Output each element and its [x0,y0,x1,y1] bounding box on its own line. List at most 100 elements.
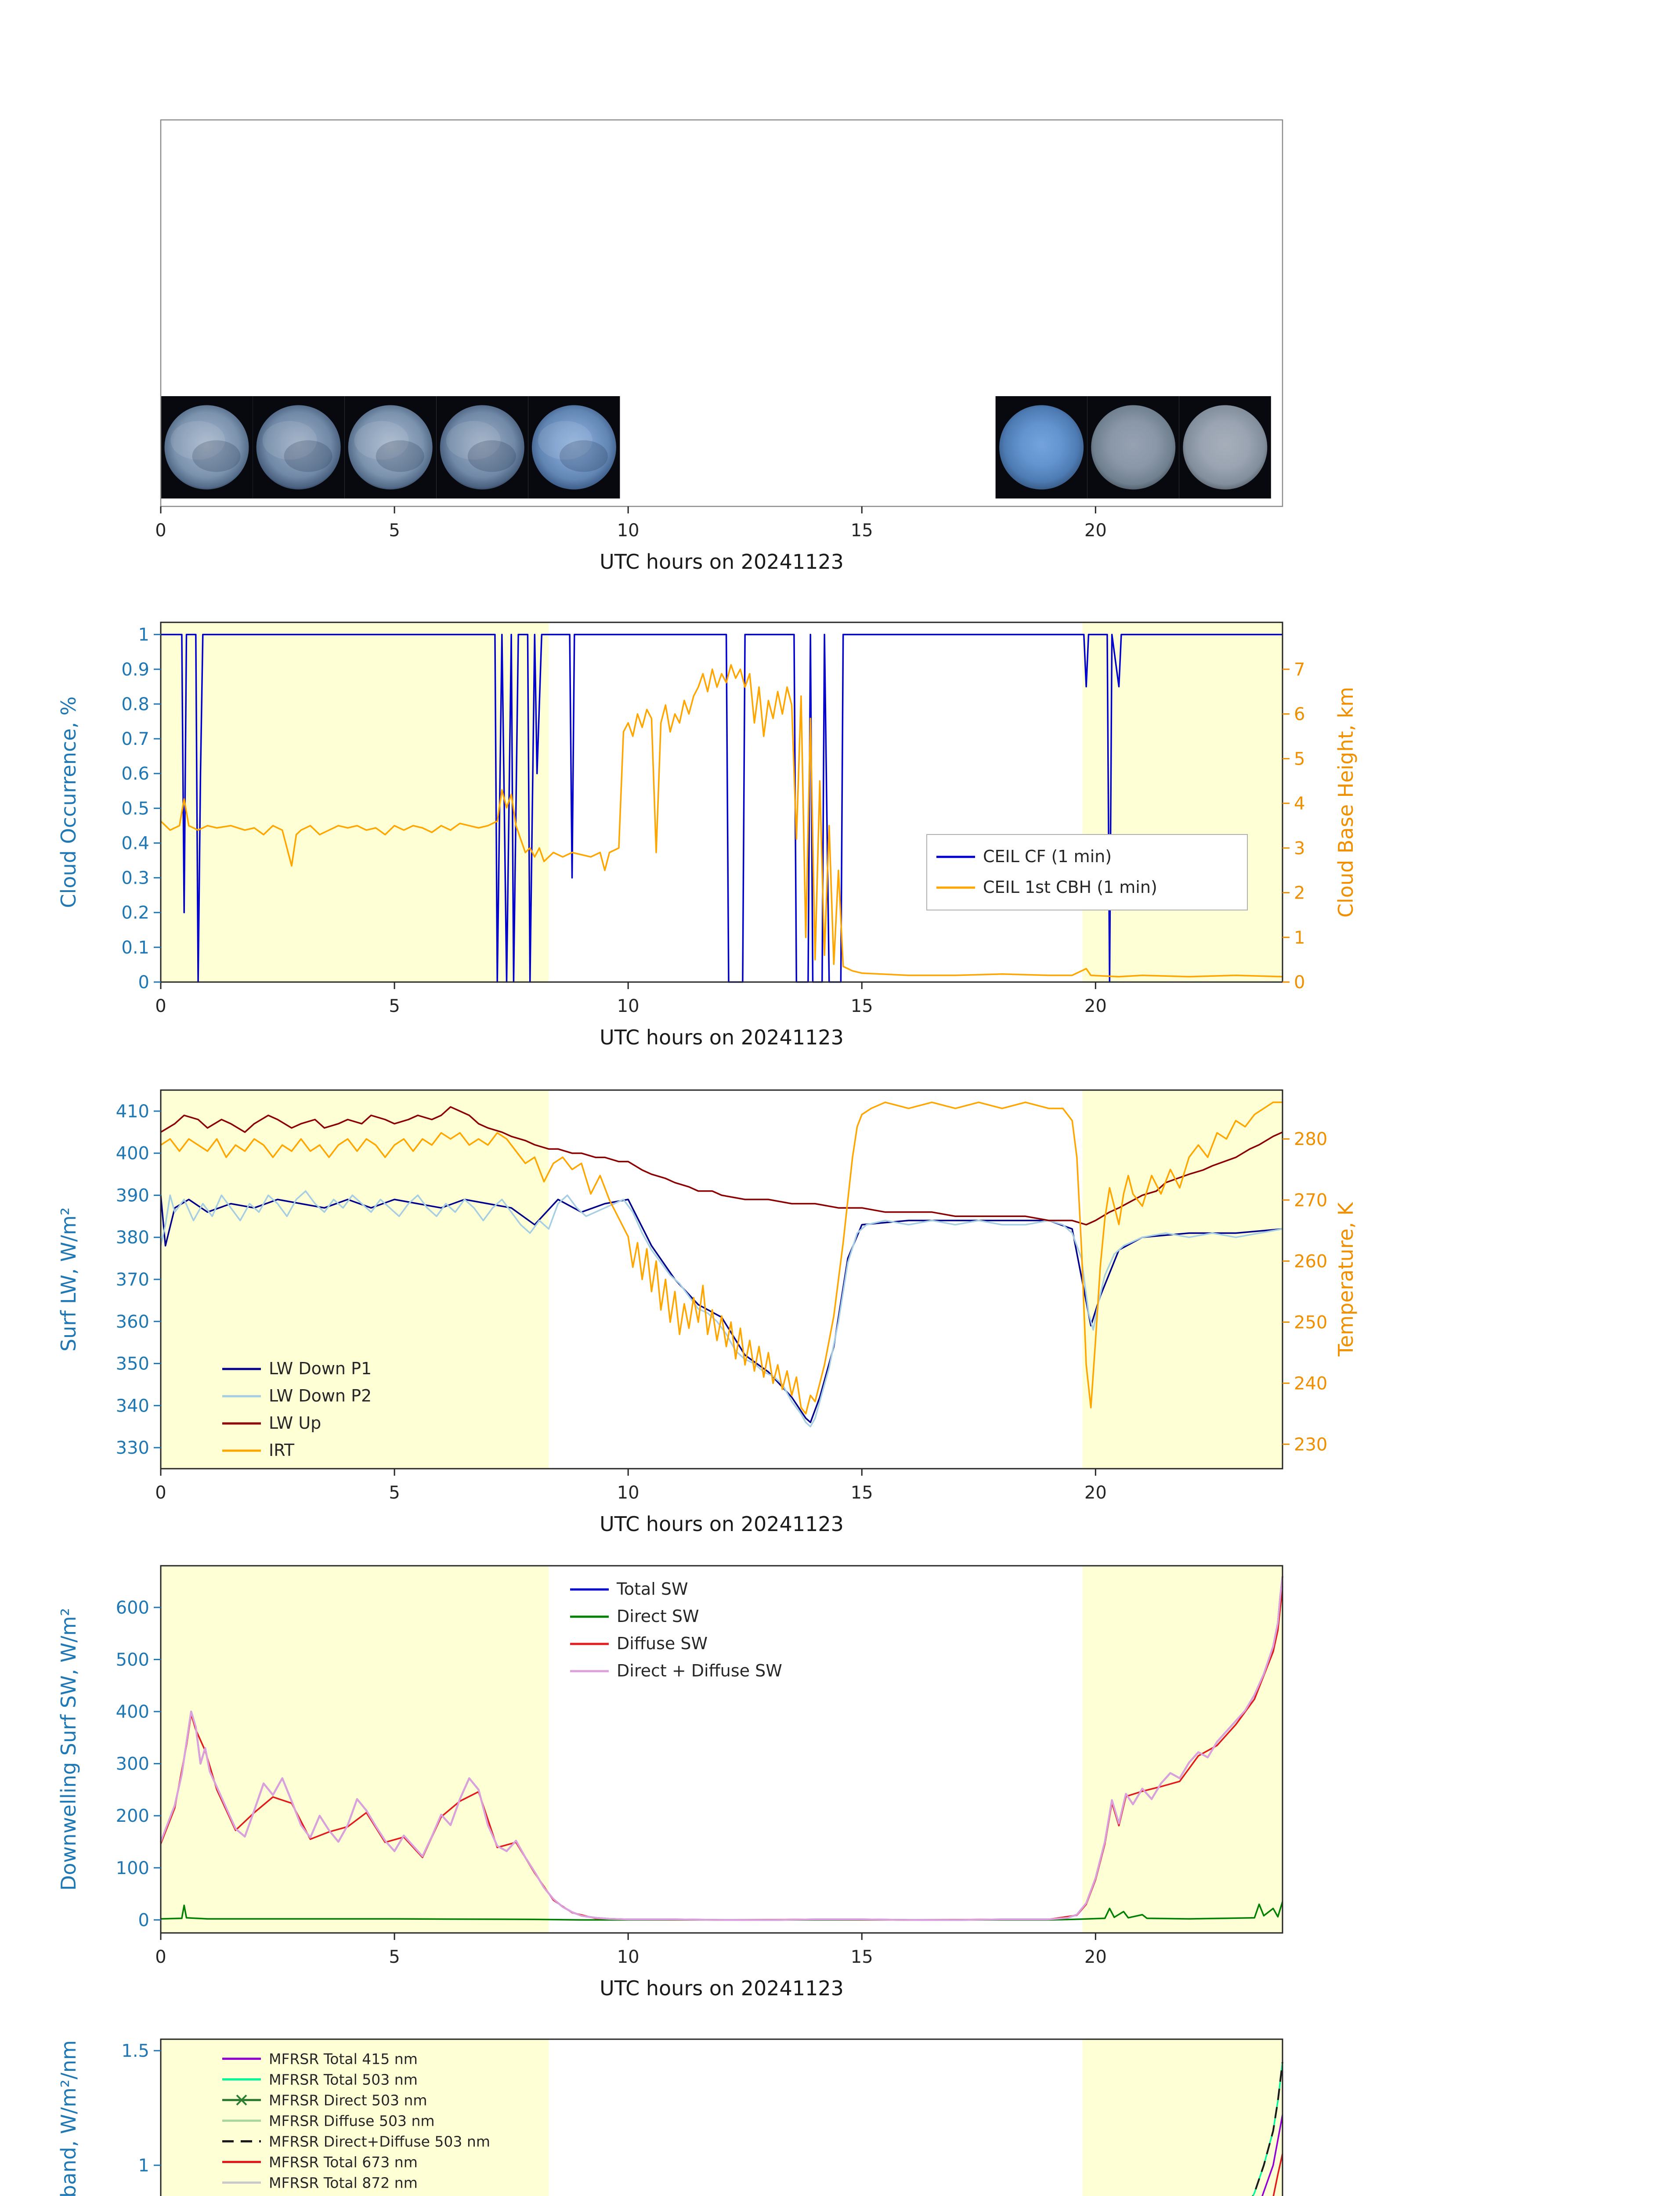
x-tick-label: 10 [617,520,639,541]
legend-label: LW Down P2 [269,1386,372,1405]
y-tick-label: 390 [116,1185,149,1206]
x-tick-label: 5 [389,1947,400,1967]
sky-image-4 [440,405,524,490]
y-tick-label: 200 [116,1806,149,1826]
y2-axis-label: Cloud Base Height, km [1334,687,1358,917]
sky-image-highlight [446,421,501,460]
y-tick-label: 400 [116,1702,149,1722]
chart-panel-sw: 0 5 10 15 20 UTC hours on 20241123 0 100 200 300 4… [57,1565,1283,2000]
x-axis-label: UTC hours on 20241123 [600,1976,844,2000]
sw-legend: Total SW Direct SW Diffuse SW Direct + Diff… [570,1579,782,1680]
sky-image-highlight [170,421,225,460]
legend-label: MFRSR Direct 503 nm [269,2092,427,2109]
series-lw-down-p2 [160,1190,1283,1427]
y-tick-label: 1 [138,2156,149,2176]
sky-image-shadow [559,440,608,472]
x-tick-label: 0 [155,996,166,1016]
lw-legend: LW Down P1 LW Down P2 LW Up IRT [222,1359,372,1460]
legend-label: MFRSR Total 503 nm [269,2071,418,2088]
y2-tick-label: 4 [1294,794,1305,814]
y2-tick-label: 7 [1294,660,1305,680]
y2-tick-label: 230 [1294,1434,1327,1455]
x-tick-label: 0 [155,520,166,541]
y2-tick-label: 5 [1294,749,1305,769]
y-tick-label: 0.2 [121,903,149,923]
x-tick-label: 20 [1084,996,1107,1016]
sky-image-1 [164,405,249,490]
x-tick-label: 5 [389,1483,400,1503]
y2-axis-label: Temperature, K [1334,1202,1358,1357]
legend-label: MFRSR Direct+Diffuse 503 nm [269,2133,490,2150]
legend-label: MFRSR Total 415 nm [269,2051,418,2068]
y-tick-label: 0.5 [121,798,149,819]
y2-tick-label: 0 [1294,972,1305,993]
daylight-band [161,2039,549,2196]
y-tick-label: 370 [116,1270,149,1290]
y-tick-label: 330 [116,1438,149,1458]
chart-panel-lw: 0 5 10 15 20 UTC hours on 20241123 330 340 350 36… [57,1089,1358,1536]
sky-image-8 [1183,405,1268,490]
series-direct-sw [160,1901,1283,1921]
cloud-legend: CEIL CF (1 min) CEIL 1st CBH (1 min) [926,834,1248,910]
plot-box [160,119,1283,507]
plot-box [160,621,1283,983]
y-axis-label: Downwelling Narrowband, W/m²/nm [57,2040,80,2196]
sky-image-shadow [284,440,332,472]
sky-image-highlight [262,421,317,460]
y-tick-label: 600 [116,1598,149,1618]
y2-tick-label: 240 [1294,1373,1327,1394]
y-tick-label: 500 [116,1650,149,1670]
series-ceil-cbh [160,664,1283,978]
x-axis-label: UTC hours on 20241123 [600,1512,844,1536]
x-tick-label: 10 [617,996,639,1016]
x-tick-label: 5 [389,520,400,541]
x-tick-label: 15 [851,1483,873,1503]
sky-image-3 [348,405,433,490]
sky-image-highlight [354,421,409,460]
legend-label: MFRSR Total 872 nm [269,2174,418,2192]
daylight-band [1082,622,1283,982]
y-tick-label: 410 [116,1102,149,1122]
y-tick-label: 0.7 [121,729,149,749]
y-tick-label: 100 [116,1858,149,1878]
daylight-band [1082,1090,1283,1469]
y-tick-label: 0 [138,1910,149,1930]
y-axis-label: Downwelling Surf SW, W/m² [57,1608,80,1891]
series-irt [160,1102,1283,1415]
legend-label: IRT [269,1441,295,1460]
daylight-band [1082,1566,1283,1933]
daylight-band [161,1090,549,1469]
y-tick-label: 0.9 [121,660,149,680]
plot-box [160,1565,1283,1934]
x-axis-label: UTC hours on 20241123 [600,1026,844,1049]
x-tick-label: 15 [851,520,873,541]
series-lw-up [160,1106,1283,1226]
y2-tick-label: 3 [1294,838,1305,859]
y-tick-label: 380 [116,1228,149,1248]
legend-label: Diffuse SW [617,1634,708,1653]
y-tick-label: 340 [116,1396,149,1416]
x-tick-label: 0 [155,1483,166,1503]
plot-box [160,2038,1283,2196]
y-tick-label: 0.8 [121,694,149,715]
x-tick-label: 20 [1084,1483,1107,1503]
x-tick-label: 15 [851,996,873,1016]
sky-image-6 [999,405,1084,490]
legend-box [926,834,1248,910]
y-tick-label: 1.5 [121,2041,149,2061]
y2-tick-label: 270 [1294,1190,1327,1210]
nb-legend: MFRSR Total 415 nm MFRSR Total 503 nm MFRS… [222,2051,490,2192]
legend-label: Total SW [616,1579,688,1599]
x-axis-label: UTC hours on 20241123 [600,550,844,574]
x-tick-label: 10 [617,1947,639,1967]
daylight-band [161,1566,549,1933]
y-tick-label: 360 [116,1312,149,1332]
y-tick-label: 0 [138,972,149,993]
legend-label: Direct + Diffuse SW [617,1661,782,1680]
y2-tick-label: 250 [1294,1312,1327,1333]
y2-tick-label: 1 [1294,928,1305,948]
y-tick-label: 0.6 [121,764,149,784]
